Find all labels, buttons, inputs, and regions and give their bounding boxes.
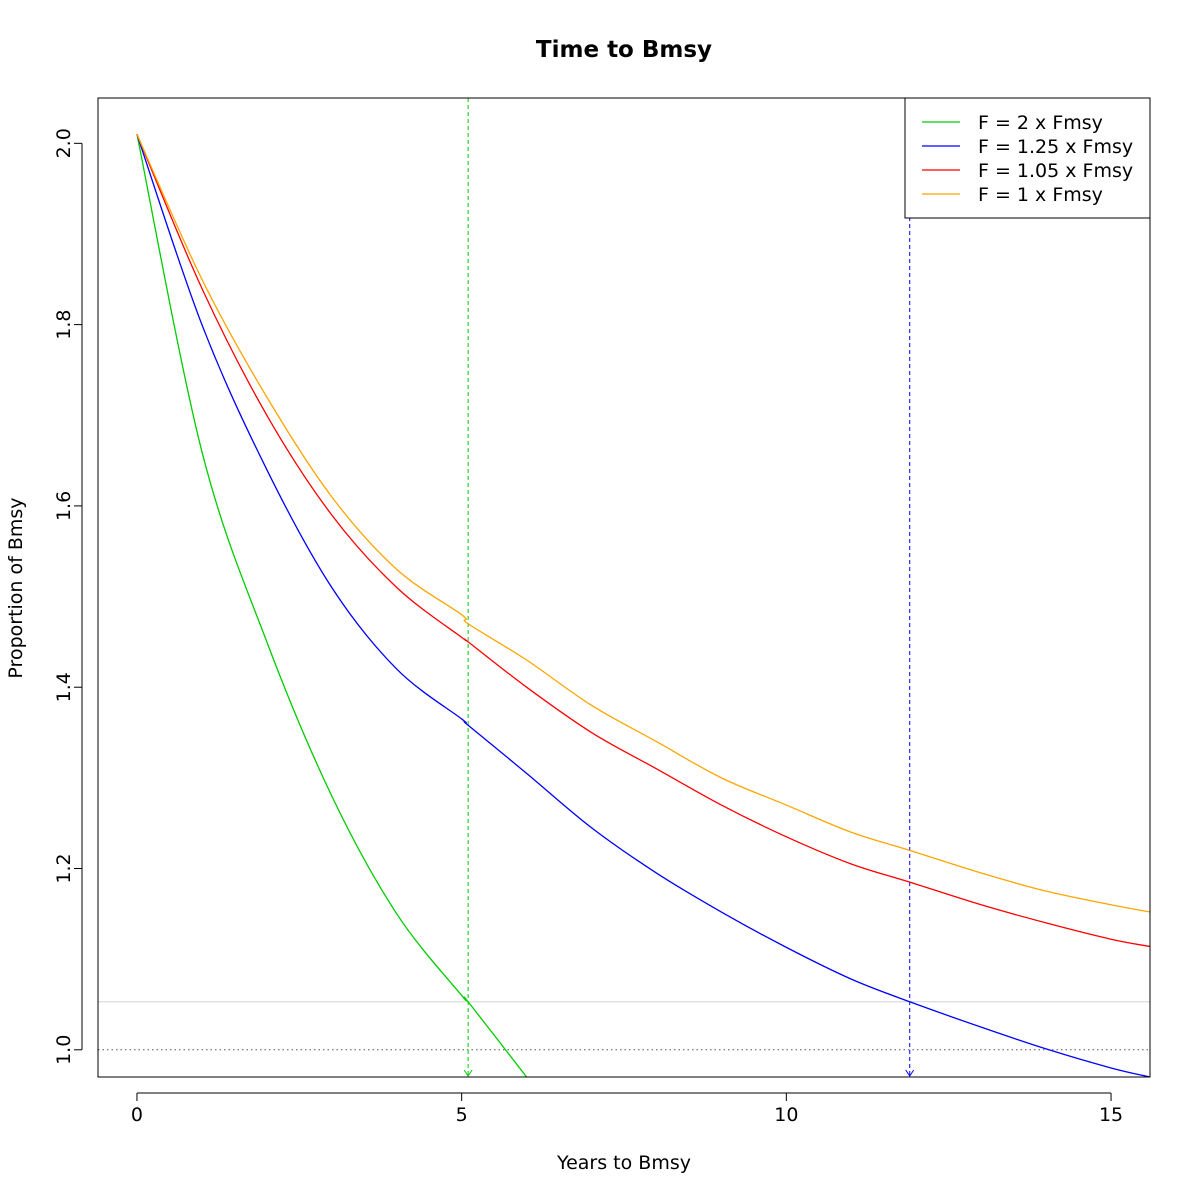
legend-label-2: F = 1.25 x Fmsy xyxy=(978,136,1133,158)
series-line-3 xyxy=(136,134,1150,948)
y-axis-label: Proportion of Bmsy xyxy=(5,497,27,678)
x-tick-label: 5 xyxy=(456,1104,468,1126)
x-axis: 0 5 10 15 xyxy=(131,1092,1123,1126)
reference-arrows xyxy=(463,1069,915,1077)
legend-label-1: F = 2 x Fmsy xyxy=(978,112,1103,134)
chart-title: Time to Bmsy xyxy=(536,37,712,63)
y-tick-label: 1.4 xyxy=(53,672,75,702)
reference-arrow-4 xyxy=(905,1069,915,1077)
y-tick-label: 1.6 xyxy=(53,491,75,521)
y-tick-label: 1.2 xyxy=(53,853,75,883)
reference-lines xyxy=(98,98,1150,1076)
x-axis-label: Years to Bmsy xyxy=(556,1152,691,1174)
series-lines xyxy=(136,133,1150,1077)
y-tick-label: 2.0 xyxy=(53,128,75,158)
legend-label-3: F = 1.05 x Fmsy xyxy=(978,160,1133,182)
y-axis: 1.0 1.2 1.4 1.6 1.8 2.0 xyxy=(53,128,83,1065)
plot-frame xyxy=(97,97,1151,1078)
y-tick-label: 1.8 xyxy=(53,310,75,340)
series-line-1 xyxy=(136,134,528,1077)
x-tick-label: 0 xyxy=(131,1104,143,1126)
x-tick-label: 15 xyxy=(1099,1104,1123,1126)
legend-box xyxy=(904,97,1151,219)
reference-arrow-3 xyxy=(463,1069,473,1077)
x-tick-label: 10 xyxy=(774,1104,798,1126)
series-line-2 xyxy=(136,134,1150,1077)
series-line-4 xyxy=(136,133,1150,913)
y-tick-label: 1.0 xyxy=(53,1035,75,1065)
legend-label-4: F = 1 x Fmsy xyxy=(978,184,1103,206)
